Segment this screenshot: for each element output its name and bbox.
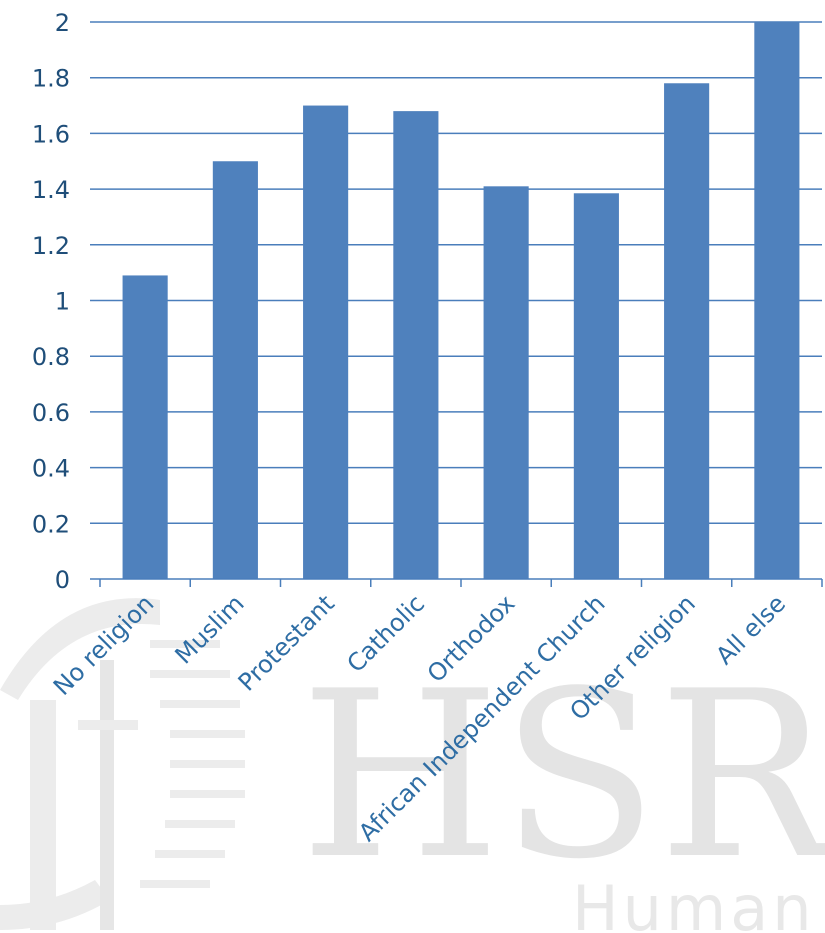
bar-6 [664, 83, 710, 580]
watermark-logo-text: HSRC [300, 643, 825, 910]
y-tick-label: 0.8 [32, 343, 70, 371]
bar-5 [573, 193, 619, 579]
bars-series [122, 22, 800, 580]
bar-2 [303, 105, 349, 580]
y-tick-label: 0 [55, 566, 70, 594]
y-tick-label: 0.4 [32, 455, 70, 483]
y-tick-label: 2 [55, 9, 70, 37]
y-tick-label: 0.2 [32, 510, 70, 538]
y-tick-label: 1 [55, 288, 70, 316]
hsrc-watermark: HSRC Human Science [0, 598, 825, 933]
watermark-subtitle-text: Human Science [572, 872, 825, 933]
bar-3 [393, 111, 439, 580]
x-axis [90, 578, 823, 587]
hsrc-logo-emblem [0, 598, 245, 930]
y-tick-label: 1.2 [32, 232, 70, 260]
bar-0 [122, 275, 168, 579]
y-tick-label: 0.6 [32, 399, 70, 427]
bar-7 [754, 22, 800, 579]
bar-4 [483, 186, 529, 579]
bar-1 [212, 161, 258, 579]
y-tick-label: 1.8 [32, 65, 70, 93]
y-tick-label: 1.4 [32, 176, 70, 204]
x-category-label: Muslim [170, 589, 250, 669]
y-gridlines [90, 21, 822, 525]
y-tick-labels: 0 0.2 0.4 0.6 0.8 1 1.2 1.4 1.6 1.8 2 [32, 9, 70, 594]
y-tick-label: 1.6 [32, 120, 70, 148]
